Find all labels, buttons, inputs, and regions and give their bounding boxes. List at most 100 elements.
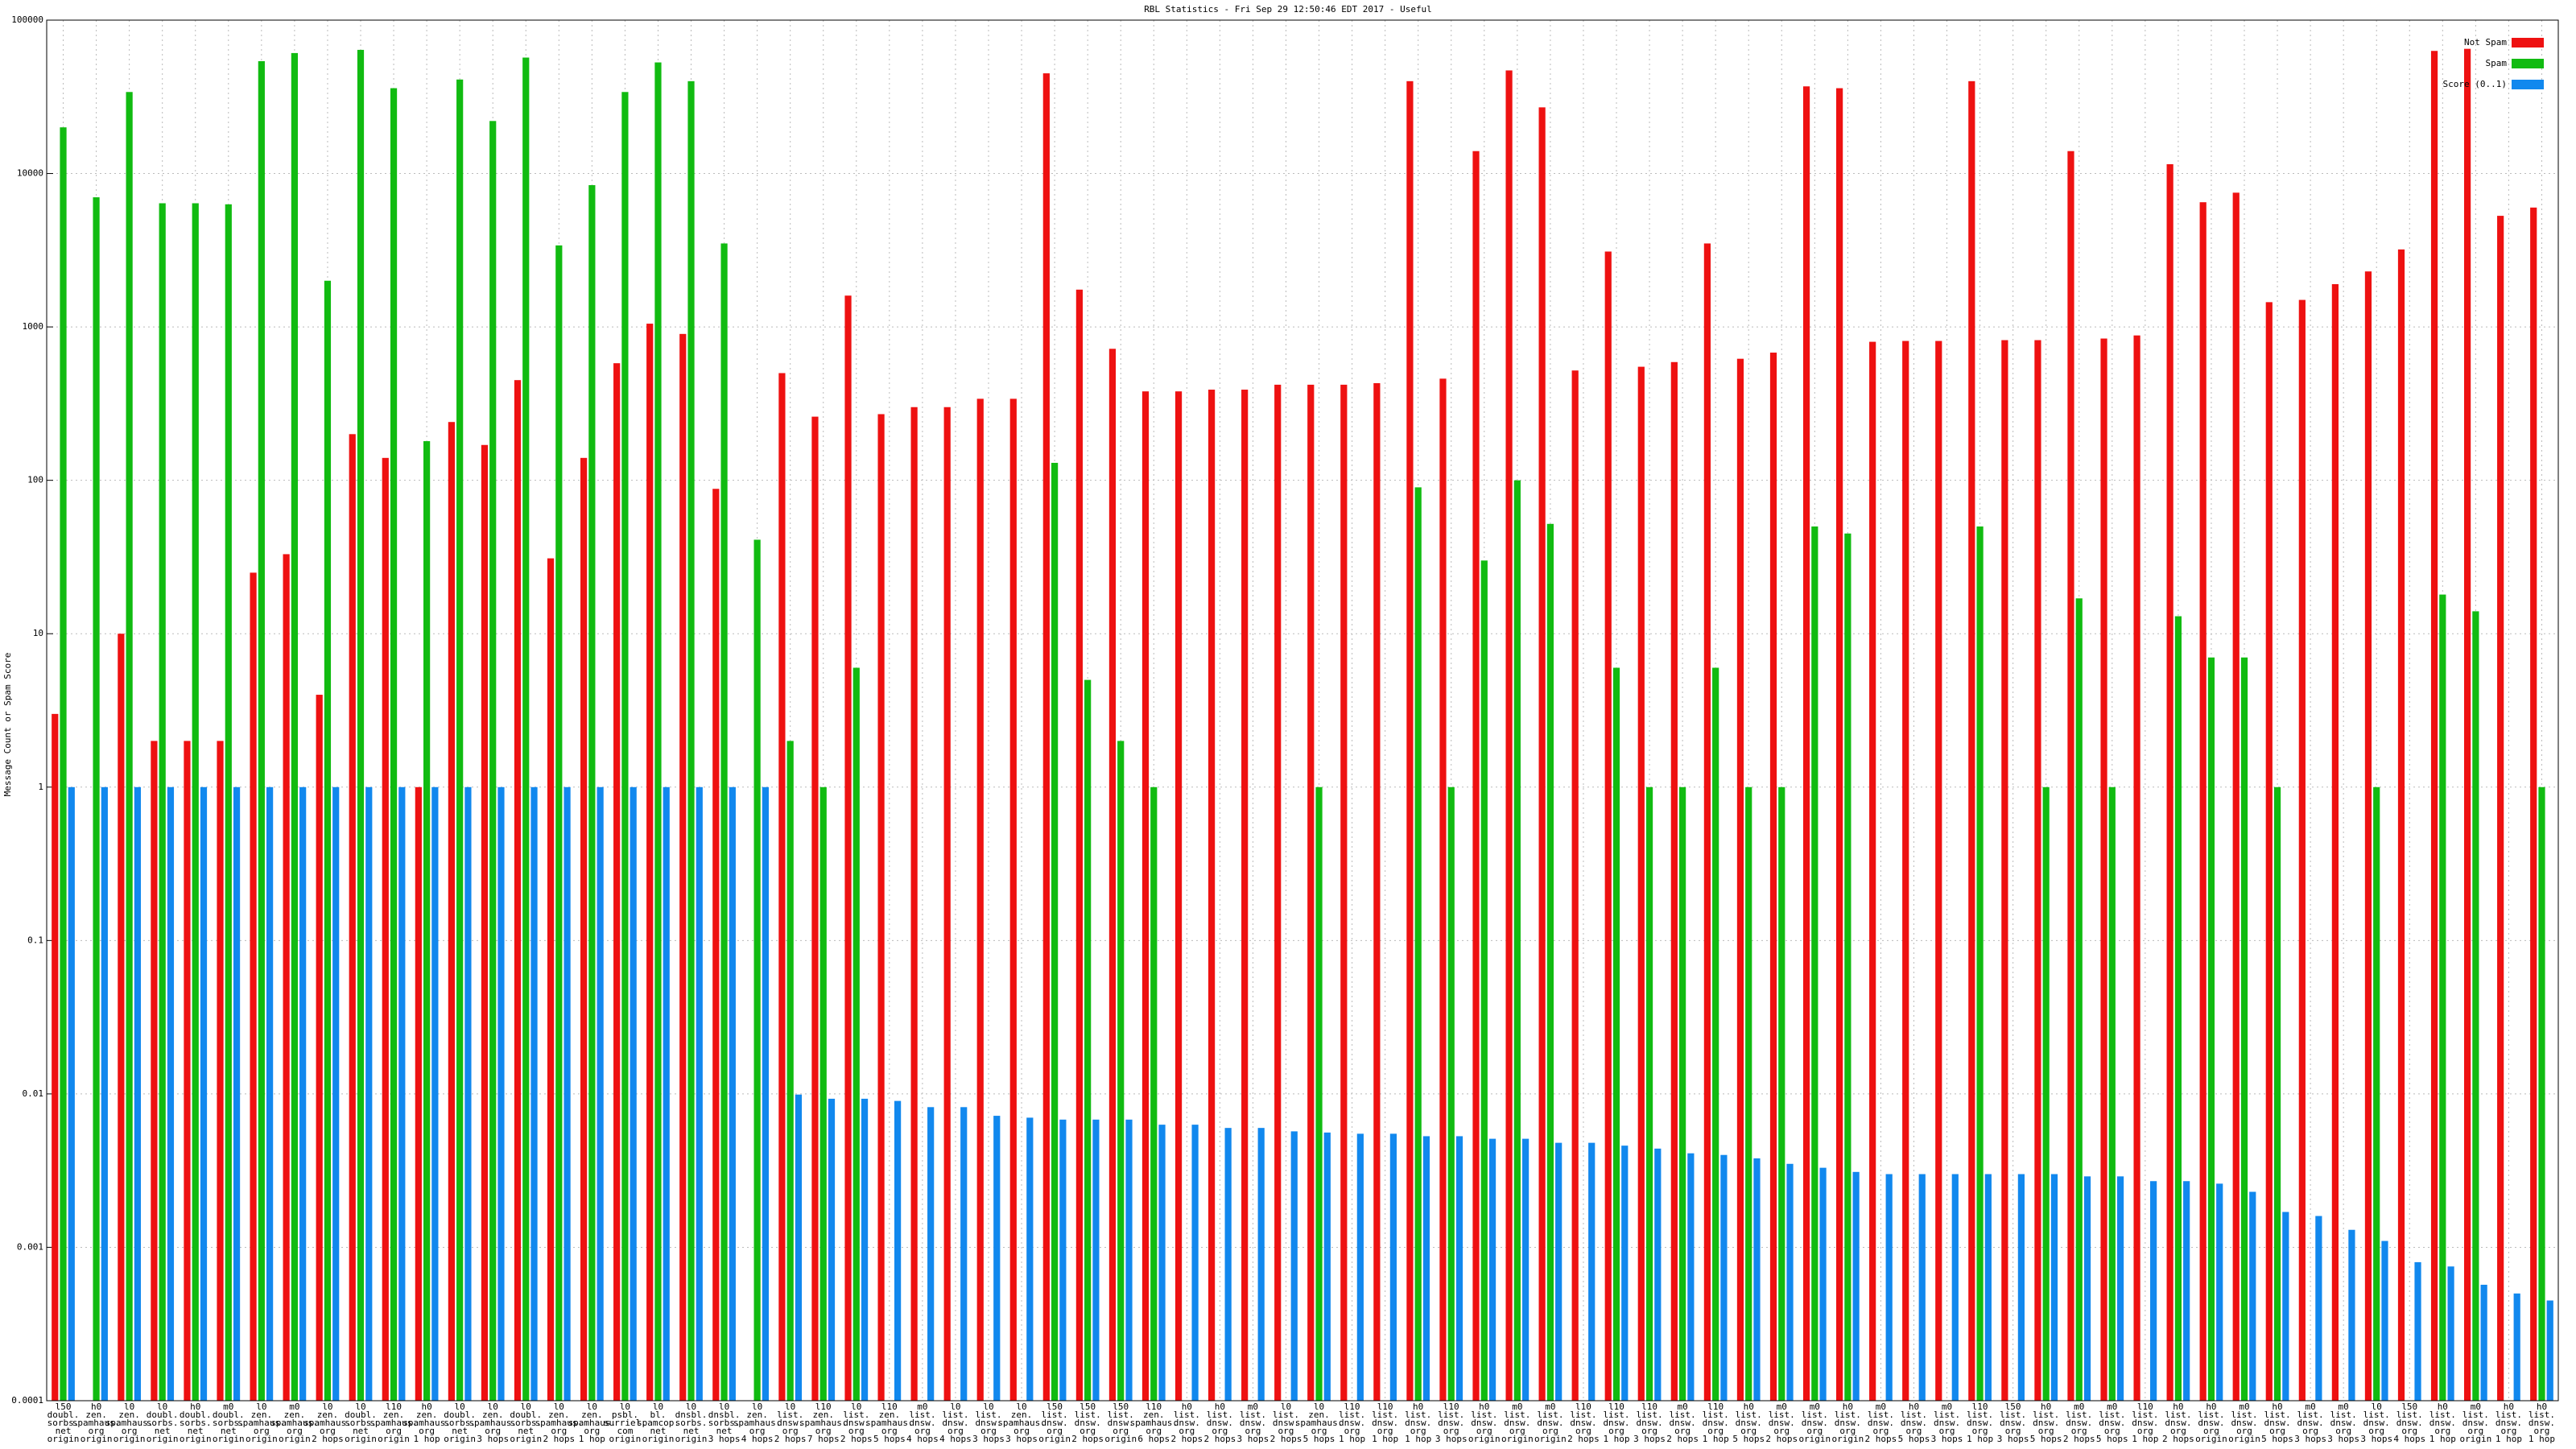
x-tick-line: dnsw. bbox=[2297, 1418, 2324, 1428]
bar bbox=[547, 558, 555, 1401]
x-tick-line: 3 hops bbox=[477, 1434, 509, 1444]
bar bbox=[1455, 1136, 1463, 1401]
x-tick-line: 5 hops bbox=[873, 1434, 906, 1444]
x-tick-line: m0 bbox=[2471, 1402, 2481, 1412]
x-tick-label: l0 doubl. sorbs. net origin bbox=[510, 1402, 542, 1444]
x-tick-line: org bbox=[1906, 1426, 1922, 1436]
x-tick-line: list. bbox=[1108, 1410, 1134, 1420]
x-tick-line: zen. bbox=[383, 1410, 405, 1420]
x-tick-line: zen. bbox=[85, 1410, 107, 1420]
x-tick-line: l50 bbox=[1080, 1402, 1096, 1412]
bar bbox=[184, 741, 191, 1401]
x-tick-label: m0 list. dnsw. org 3 hops bbox=[2327, 1402, 2359, 1444]
x-tick-line: list. bbox=[1273, 1410, 1299, 1420]
x-tick-line: origin bbox=[675, 1434, 708, 1444]
bar bbox=[431, 786, 439, 1401]
x-tick-line: origin bbox=[2459, 1434, 2491, 1444]
bar bbox=[522, 57, 530, 1401]
x-tick-line: dnsw. bbox=[2165, 1418, 2191, 1428]
x-tick-line: 1 hop bbox=[579, 1434, 605, 1444]
x-tick-line: 5 hops bbox=[2030, 1434, 2062, 1444]
x-tick-line: org bbox=[1278, 1426, 1294, 1436]
bar bbox=[1315, 786, 1323, 1401]
bar bbox=[1703, 243, 1711, 1401]
x-tick-line: zen. bbox=[1308, 1410, 1330, 1420]
x-tick-line: list. bbox=[1967, 1410, 1993, 1420]
x-tick-label: l10 list. dnsw. org 3 hops bbox=[1633, 1402, 1666, 1444]
x-tick-label: h0 zen. spamhaus. org 1 hop bbox=[402, 1402, 451, 1444]
x-tick-label: l10 list. dnsw. org 1 hop bbox=[1967, 1402, 1993, 1444]
x-tick-line: l0 bbox=[686, 1402, 696, 1412]
x-tick-line: org bbox=[782, 1426, 799, 1436]
x-tick-label: l0 zen. spamhaus. org 1 hop bbox=[568, 1402, 617, 1444]
bar bbox=[2331, 283, 2339, 1402]
bar bbox=[2497, 216, 2504, 1401]
x-tick-line: list. bbox=[975, 1410, 1001, 1420]
x-tick-label: l10 list. dnsw. org 1 hop bbox=[2132, 1402, 2158, 1444]
bar bbox=[2133, 335, 2140, 1402]
x-tick-line: dnsw. bbox=[1802, 1418, 1828, 1428]
x-tick-line: l0 bbox=[983, 1402, 993, 1412]
bar bbox=[1984, 1174, 1992, 1401]
x-tick-line: origin bbox=[1468, 1434, 1501, 1444]
x-tick-line: spamhaus. bbox=[865, 1418, 914, 1428]
x-tick-line: l10 bbox=[1377, 1402, 1393, 1412]
x-tick-line: l0 bbox=[752, 1402, 762, 1412]
bar bbox=[68, 786, 75, 1401]
x-tick-line: org bbox=[2302, 1426, 2318, 1436]
x-tick-line: 3 hops bbox=[1633, 1434, 1666, 1444]
bar bbox=[877, 414, 885, 1401]
x-tick-line: dnsw. bbox=[1438, 1418, 1464, 1428]
x-tick-line: l50 bbox=[1046, 1402, 1063, 1412]
x-tick-line: sorbs. bbox=[444, 1418, 476, 1428]
bar bbox=[1051, 462, 1059, 1401]
bar bbox=[2166, 163, 2174, 1401]
bar bbox=[580, 457, 588, 1401]
x-tick-line: 1 hop bbox=[1603, 1434, 1629, 1444]
x-tick-label: l10 list. dnsw. org 3 hops bbox=[1435, 1402, 1468, 1444]
x-tick-line: org bbox=[122, 1426, 138, 1436]
x-tick-line: m0 bbox=[1677, 1402, 1687, 1412]
x-tick-label: l0 list. dnsw. org 3 hops bbox=[2360, 1402, 2392, 1444]
bar bbox=[2397, 249, 2405, 1401]
bar bbox=[720, 243, 728, 1401]
x-tick-line: org bbox=[1476, 1426, 1492, 1436]
x-tick-line: org bbox=[1080, 1426, 1096, 1436]
x-tick-line: l0 bbox=[950, 1402, 960, 1412]
x-tick-line: l0 bbox=[1016, 1402, 1026, 1412]
bar bbox=[1414, 487, 1422, 1401]
chart-title: RBL Statistics - Fri Sep 29 12:50:46 EDT… bbox=[1144, 4, 1432, 14]
x-tick-line: org bbox=[386, 1426, 402, 1436]
x-tick-line: l0 bbox=[1281, 1402, 1291, 1412]
y-tick-label: 0.001 bbox=[17, 1241, 43, 1252]
x-tick-label: l0 list. dnsw. org 2 hops bbox=[840, 1402, 873, 1444]
y-tick-label: 100000 bbox=[11, 14, 43, 25]
x-tick-line: origin bbox=[2228, 1434, 2260, 1444]
bar bbox=[2067, 151, 2074, 1401]
bar bbox=[93, 197, 100, 1401]
bar bbox=[1084, 679, 1092, 1401]
x-tick-line: org bbox=[1146, 1426, 1162, 1436]
x-tick-label: m0 list. dnsw. org 2 hops bbox=[1765, 1402, 1798, 1444]
bar bbox=[283, 554, 290, 1401]
bar bbox=[819, 786, 827, 1401]
x-tick-line: spamhaus. bbox=[997, 1418, 1046, 1428]
bar bbox=[2207, 657, 2215, 1401]
bar bbox=[1769, 353, 1777, 1401]
x-tick-label: l50 list. dnsw. org origin bbox=[1038, 1402, 1071, 1444]
x-tick-line: dnsw. bbox=[1240, 1418, 1266, 1428]
x-tick-line: l0 bbox=[620, 1402, 630, 1412]
x-tick-line: net bbox=[353, 1426, 369, 1436]
bar bbox=[258, 60, 265, 1401]
bar bbox=[943, 407, 951, 1402]
bar bbox=[1488, 1138, 1496, 1401]
x-tick-line: l10 bbox=[1972, 1402, 1988, 1412]
x-tick-line: org bbox=[2203, 1426, 2219, 1436]
x-tick-line: spamhaus. bbox=[270, 1418, 319, 1428]
x-tick-line: origin bbox=[510, 1434, 542, 1444]
x-tick-line: m0 bbox=[1876, 1402, 1886, 1412]
x-tick-label: m0 zen. spamhaus. org origin bbox=[270, 1402, 319, 1444]
x-tick-line: zen. bbox=[416, 1410, 438, 1420]
bar bbox=[398, 786, 406, 1401]
bar bbox=[52, 713, 59, 1401]
